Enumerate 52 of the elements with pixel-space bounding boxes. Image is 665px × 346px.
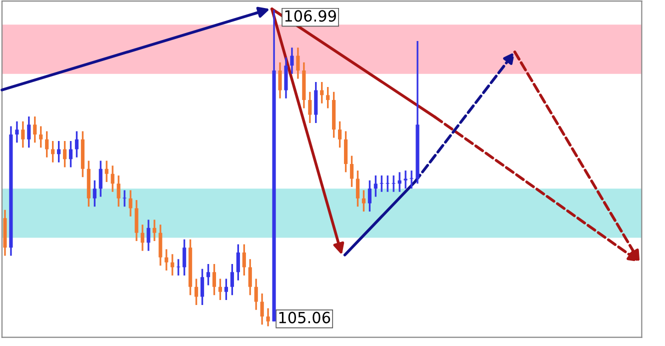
candlestick (62, 140, 67, 168)
candlestick (206, 263, 210, 286)
annotation: 105.06 (279, 312, 330, 324)
candlestick (33, 116, 37, 144)
candlestick (170, 253, 174, 276)
candlestick (15, 120, 19, 144)
candlestick (57, 140, 61, 164)
candlestick (248, 258, 252, 296)
candlestick (104, 160, 108, 183)
candlestick (51, 140, 55, 164)
candlestick (374, 174, 378, 198)
candlestick (110, 164, 114, 193)
candlestick (98, 160, 102, 198)
candlestick (200, 268, 204, 306)
candlestick (296, 46, 300, 80)
candlestick (21, 120, 25, 148)
annotation: 106.99 (285, 10, 336, 22)
candlestick (128, 189, 132, 218)
candlestick (68, 140, 73, 168)
candlestick (27, 116, 31, 148)
candlestick (92, 180, 96, 208)
candlestick (404, 170, 408, 190)
candlestick (356, 170, 360, 208)
candlestick (278, 62, 282, 100)
candlestick (224, 278, 228, 301)
candlestick (146, 218, 150, 252)
candlestick (254, 278, 258, 311)
candlestick (116, 174, 120, 208)
candlestick (338, 120, 342, 148)
candlestick (194, 278, 198, 306)
candlestick (308, 91, 312, 124)
candlestick (164, 248, 168, 272)
candlestick (362, 189, 366, 212)
candlestick (212, 263, 216, 296)
candlestick (182, 238, 186, 276)
candlestick (242, 243, 246, 276)
candlestick (218, 278, 222, 301)
candlestick (236, 243, 240, 282)
candlestick (140, 224, 144, 252)
candlestick (152, 218, 156, 242)
candlestick (290, 46, 294, 75)
candlestick (320, 81, 324, 104)
candlestick (74, 130, 79, 158)
candlestick (45, 130, 49, 158)
candlestick (350, 154, 354, 188)
candlestick (176, 258, 180, 276)
candlestick (326, 86, 330, 110)
candlestick (260, 292, 264, 326)
candlestick (368, 180, 372, 212)
candlestick (230, 263, 234, 296)
candlestick (39, 125, 43, 148)
candlestick (266, 307, 270, 328)
